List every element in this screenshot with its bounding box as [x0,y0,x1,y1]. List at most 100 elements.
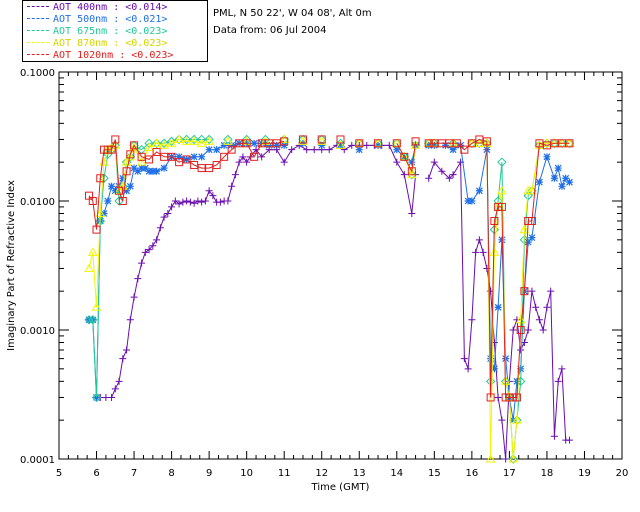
legend-swatch [27,54,49,56]
data-point [528,287,536,295]
data-point [288,146,296,154]
data-point [153,167,161,175]
data-point [535,139,544,148]
data-point [149,242,157,250]
data-point [181,134,192,145]
data-point [558,182,566,190]
data-point [393,158,401,166]
data-point [479,248,487,256]
x-tick-label: 10 [240,468,253,479]
plot-axes [58,71,623,460]
legend-swatch [27,42,49,44]
data-point [497,202,506,211]
data-point [231,171,239,179]
data-point [136,157,147,166]
data-point [189,134,199,145]
data-point [159,140,169,149]
data-point [554,377,562,385]
data-point [325,146,333,154]
x-tick-label: 13 [353,468,366,479]
data-point [84,263,94,272]
data-point [524,238,532,246]
data-point [205,146,213,154]
data-point [197,164,206,173]
data-point [515,314,526,324]
data-point [486,393,495,402]
data-point [549,138,560,149]
data-point [125,151,136,161]
data-point [130,164,138,172]
data-point [298,136,308,145]
data-point [509,326,517,334]
data-point [156,224,164,232]
data-point [520,287,529,296]
data-point [508,453,519,463]
data-point [543,153,551,161]
data-point [179,198,187,206]
data-point [167,152,176,161]
data-point [181,136,192,145]
series-line [88,138,570,460]
x-tick-label: 14 [390,468,403,479]
data-point [182,155,191,164]
data-point [159,138,169,149]
data-point [374,139,383,148]
data-point [411,137,420,146]
data-point [153,236,161,244]
data-point [111,385,119,393]
data-point [400,171,408,179]
data-point [122,167,131,176]
data-point [119,355,127,363]
data-point [449,146,457,154]
series-aot-1020nm [85,135,574,402]
data-point [145,155,154,164]
data-point [430,139,439,148]
data-point [508,454,518,464]
data-point [130,293,138,301]
data-point [475,135,484,144]
legend-label: AOT 400nm : <0.014> [53,2,168,13]
data-point [355,139,364,148]
x-tick-label: 17 [503,468,516,479]
data-point [119,174,127,182]
data-point [354,138,364,149]
x-axis-label: Time (GMT) [311,482,370,493]
x-tick-label: 9 [206,468,212,479]
y-tick-label: 0.1000 [20,68,55,79]
data-point [126,182,134,190]
data-point [204,136,214,145]
data-point [557,139,566,148]
data-point [527,185,537,195]
data-point [494,303,502,311]
data-point [257,139,266,148]
data-point [406,169,417,179]
data-point [385,141,393,149]
data-point [209,192,217,200]
data-point [189,136,199,145]
data-point [168,203,176,211]
data-point [336,135,345,144]
data-point [565,436,573,444]
data-point [126,150,135,159]
data-point [174,134,184,145]
legend-item-870nm: AOT 870nm : <0.023> [27,38,167,50]
data-point [160,164,168,172]
data-point [528,234,536,242]
data-point [373,138,383,149]
data-point [424,139,433,148]
data-point [542,138,552,147]
data-point [497,157,507,167]
data-point [280,141,288,149]
data-point [280,137,289,146]
data-point [175,158,184,167]
x-tick-label: 12 [315,468,328,479]
data-point [512,415,522,424]
data-point [429,138,440,149]
data-point [335,138,346,149]
data-point [279,134,290,143]
data-point [468,197,476,205]
data-point [558,365,566,373]
data-point [250,139,258,147]
data-point [235,158,243,166]
legend-label: AOT 675nm : <0.023> [53,26,168,37]
